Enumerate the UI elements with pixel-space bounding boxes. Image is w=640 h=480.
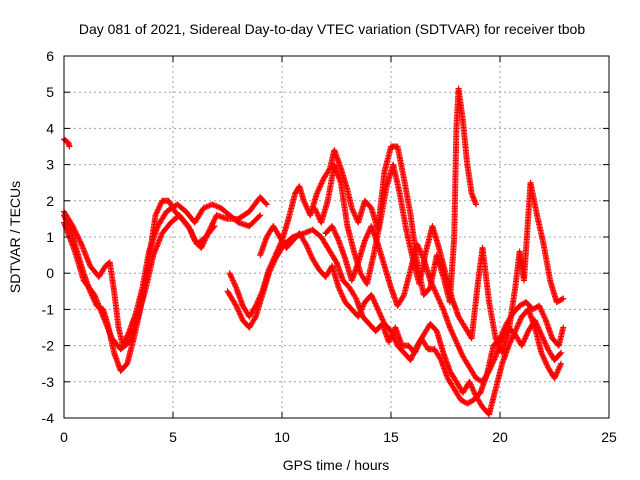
y-axis-label: SDTVAR / TECUs bbox=[7, 181, 23, 293]
data-point bbox=[560, 324, 567, 331]
y-tick-label: 4 bbox=[46, 120, 54, 136]
data-point bbox=[400, 293, 407, 300]
data-point bbox=[352, 294, 359, 301]
data-points bbox=[61, 85, 567, 418]
series-track-g bbox=[257, 223, 565, 418]
data-point bbox=[73, 231, 80, 238]
data-point bbox=[70, 224, 77, 231]
data-point bbox=[437, 355, 444, 362]
data-point bbox=[71, 227, 78, 234]
data-point bbox=[187, 228, 194, 235]
data-point bbox=[211, 216, 218, 223]
y-tick-label: 6 bbox=[46, 48, 54, 64]
chart-title: Day 081 of 2021, Sidereal Day-to-day VTE… bbox=[79, 21, 586, 37]
data-point bbox=[71, 225, 78, 232]
y-tick-label: 3 bbox=[46, 157, 54, 173]
y-tick-label: -4 bbox=[42, 410, 55, 426]
data-point bbox=[75, 234, 82, 241]
y-tick-label: 1 bbox=[46, 229, 54, 245]
x-tick-label: 0 bbox=[60, 429, 68, 445]
x-axis-label: GPS time / hours bbox=[283, 457, 390, 473]
data-point bbox=[72, 228, 79, 235]
data-point bbox=[473, 201, 480, 208]
data-point bbox=[256, 213, 263, 220]
axis-ticks: 0 5 10 15 20 25 -4 -3 -2 -1 0 1 2 3 4 5 6 bbox=[42, 48, 617, 445]
data-point bbox=[187, 227, 194, 234]
x-tick-label: 15 bbox=[383, 429, 399, 445]
series-track-i bbox=[322, 223, 565, 385]
x-tick-label: 20 bbox=[492, 429, 508, 445]
series-track-c bbox=[61, 201, 264, 349]
data-point bbox=[257, 212, 264, 219]
x-tick-label: 25 bbox=[601, 429, 617, 445]
data-point bbox=[332, 257, 339, 264]
data-point bbox=[76, 237, 83, 244]
data-point bbox=[189, 231, 196, 238]
data-point bbox=[211, 223, 218, 230]
data-point bbox=[191, 237, 198, 244]
y-tick-label: 0 bbox=[46, 265, 54, 281]
data-point bbox=[263, 201, 270, 208]
y-tick-label: -3 bbox=[42, 374, 55, 390]
y-tick-label: 5 bbox=[46, 84, 54, 100]
x-tick-label: 10 bbox=[274, 429, 290, 445]
y-tick-label: -2 bbox=[42, 338, 55, 354]
data-point bbox=[186, 225, 193, 232]
data-point bbox=[185, 223, 192, 230]
series-track-d bbox=[61, 212, 218, 353]
data-point bbox=[69, 223, 76, 230]
data-point bbox=[191, 235, 198, 242]
data-point bbox=[75, 235, 82, 242]
data-point bbox=[560, 295, 567, 302]
data-point bbox=[558, 296, 565, 303]
data-point bbox=[252, 314, 259, 321]
data-point bbox=[77, 238, 84, 245]
data-point bbox=[189, 232, 196, 239]
data-point bbox=[73, 230, 80, 237]
series-track-a bbox=[61, 136, 73, 150]
data-point bbox=[190, 234, 197, 241]
data-point bbox=[557, 350, 564, 357]
data-point bbox=[210, 219, 217, 226]
data-point bbox=[558, 360, 565, 367]
data-point bbox=[74, 232, 81, 239]
data-point bbox=[558, 349, 565, 356]
data-point bbox=[77, 239, 84, 246]
data-point bbox=[66, 143, 73, 150]
data-point bbox=[262, 200, 269, 207]
series-track-f bbox=[224, 226, 567, 407]
data-point bbox=[185, 224, 192, 231]
y-tick-label: 2 bbox=[46, 193, 54, 209]
data-point bbox=[188, 230, 195, 237]
y-tick-label: -1 bbox=[42, 301, 55, 317]
data-point bbox=[210, 224, 217, 231]
data-point bbox=[210, 217, 217, 224]
x-tick-label: 5 bbox=[169, 429, 177, 445]
